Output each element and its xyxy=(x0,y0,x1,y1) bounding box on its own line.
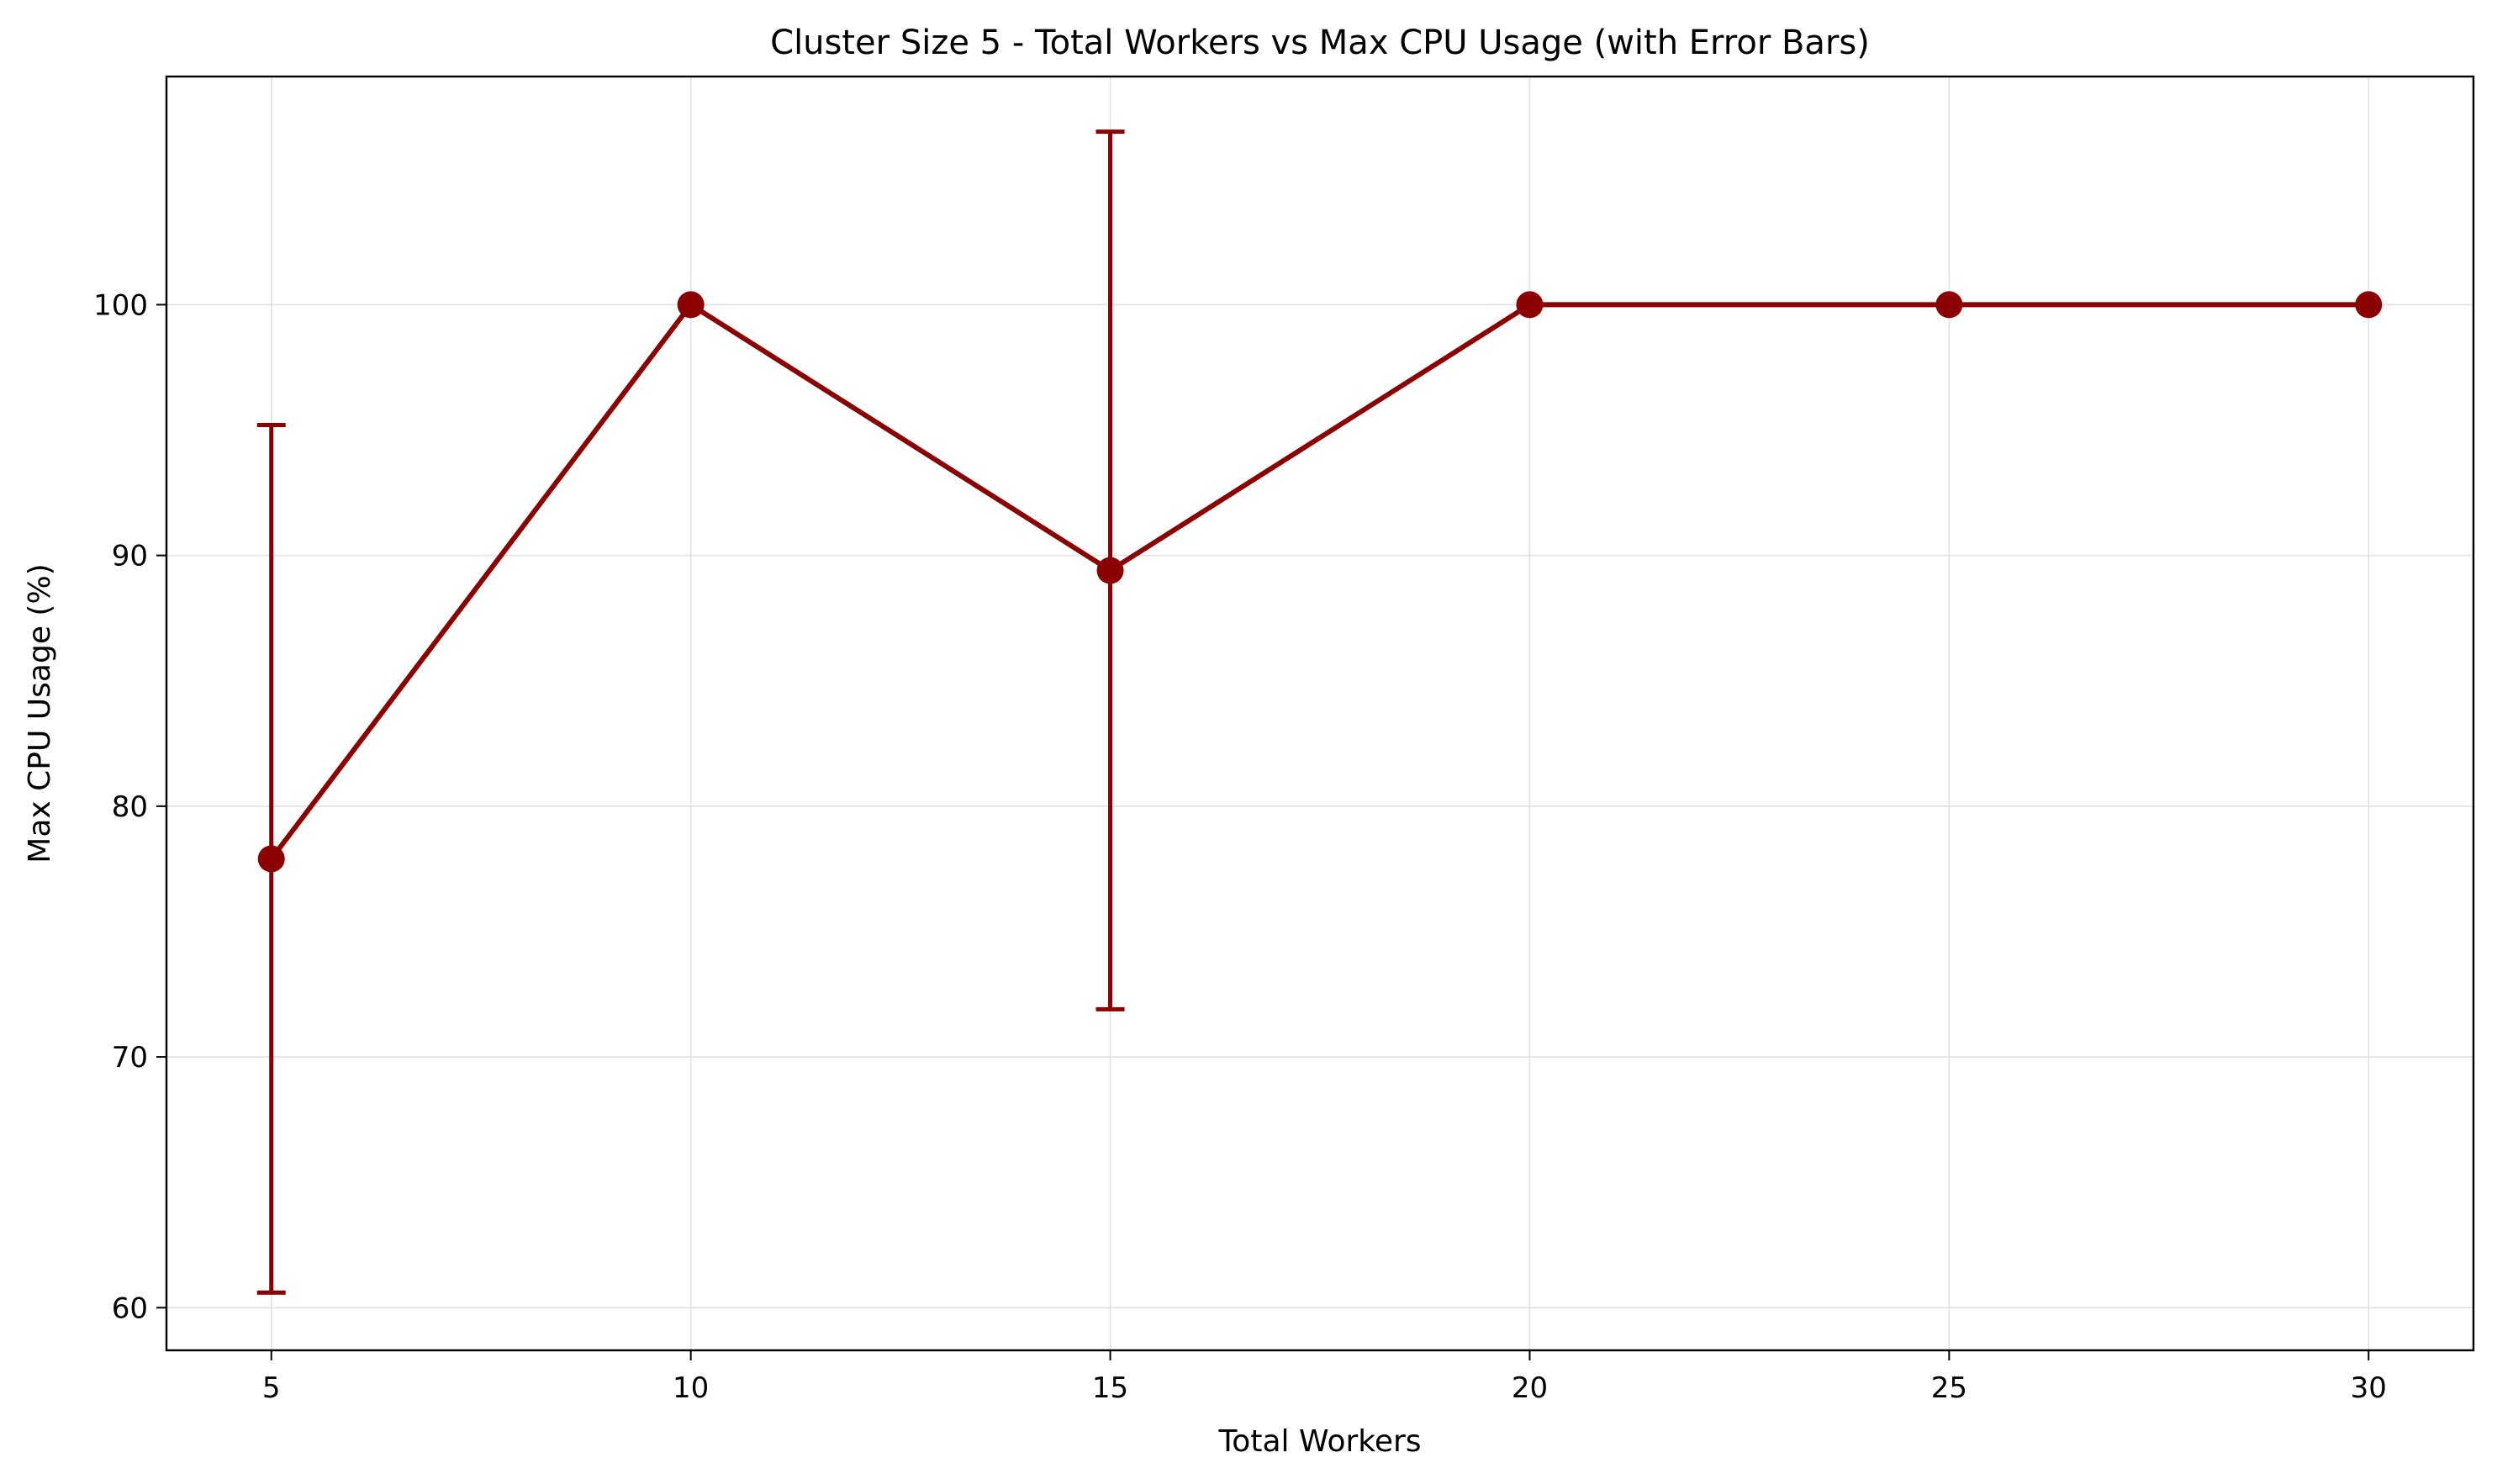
x-tick-label: 20 xyxy=(1512,1371,1548,1405)
data-point xyxy=(2355,291,2383,319)
data-point xyxy=(1516,291,1544,319)
data-point xyxy=(677,291,705,319)
x-tick-label: 5 xyxy=(262,1371,281,1405)
x-axis-label: Total Workers xyxy=(1217,1424,1421,1459)
data-point xyxy=(1935,291,1963,319)
series-layer xyxy=(256,129,2383,1295)
chart-title: Cluster Size 5 - Total Workers vs Max CP… xyxy=(770,24,1870,62)
y-tick-label: 80 xyxy=(112,790,148,824)
y-axis-label: Max CPU Usage (%) xyxy=(23,563,57,863)
x-tick-label: 10 xyxy=(673,1371,709,1405)
plot-frame xyxy=(165,75,2475,1352)
y-axis-ticks: 60 70 80 90 100 xyxy=(93,288,166,1325)
series-group xyxy=(256,129,2383,1295)
y-tick-label: 90 xyxy=(112,540,148,573)
data-point xyxy=(1096,557,1124,584)
y-tick-label: 60 xyxy=(112,1291,148,1325)
x-tick-label: 15 xyxy=(1092,1371,1128,1405)
x-tick-label: 25 xyxy=(1931,1371,1967,1405)
data-point xyxy=(257,845,285,873)
x-axis-ticks: 5 10 15 20 25 30 xyxy=(262,1350,2387,1405)
x-tick-label: 30 xyxy=(2351,1371,2387,1405)
series-line xyxy=(269,302,2369,861)
y-tick-label: 70 xyxy=(112,1041,148,1075)
y-tick-label: 100 xyxy=(93,288,148,322)
